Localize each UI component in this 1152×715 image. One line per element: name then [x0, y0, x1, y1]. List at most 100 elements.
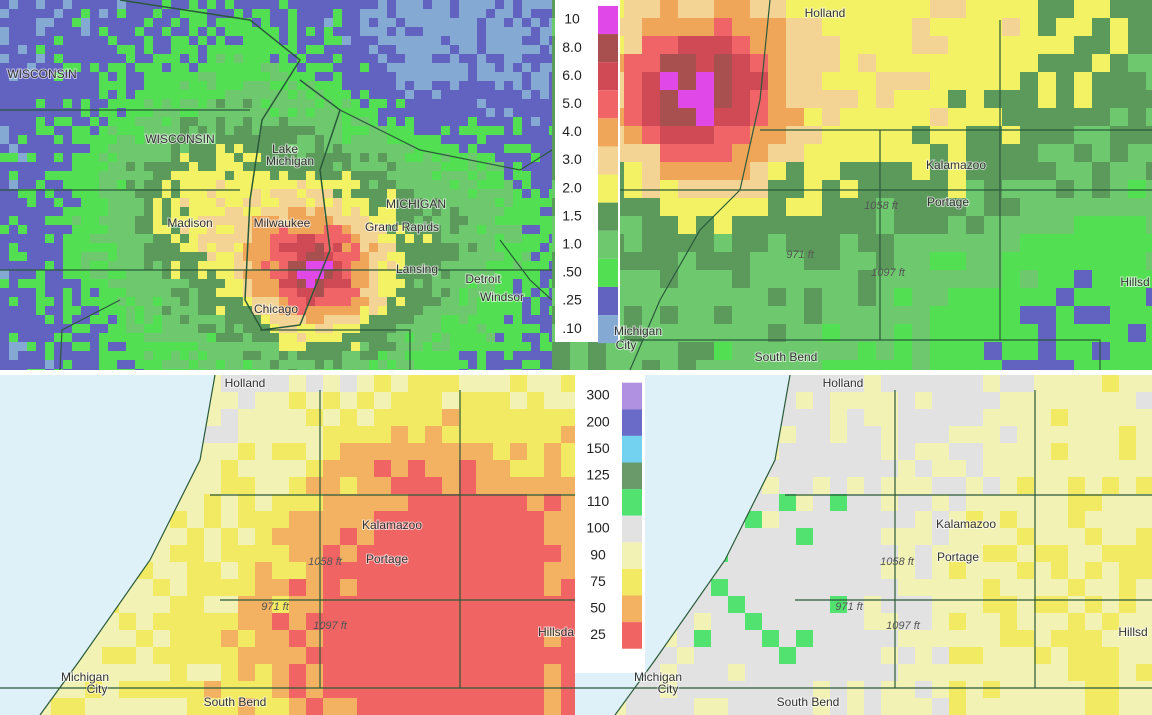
radar-cell	[288, 315, 298, 325]
radar-cell	[315, 72, 325, 82]
radar-cell	[357, 664, 375, 682]
radar-cell	[369, 108, 379, 118]
radar-cell	[1085, 664, 1103, 682]
radar-cell	[252, 45, 262, 55]
radar-cell	[63, 288, 73, 298]
radar-cell	[117, 108, 127, 118]
radar-cell	[340, 409, 358, 427]
radar-cell	[678, 180, 697, 199]
radar-cell	[642, 216, 661, 235]
radar-cell	[864, 562, 882, 580]
radar-cell	[45, 342, 55, 352]
radar-cell	[544, 511, 562, 529]
radar-cell	[894, 324, 913, 343]
radar-cell	[162, 216, 172, 226]
radar-cell	[510, 630, 528, 648]
radar-cell	[414, 36, 424, 46]
radar-cell	[450, 72, 460, 82]
divider	[0, 370, 1152, 375]
radar-cell	[396, 0, 406, 10]
radar-cell	[289, 698, 307, 715]
radar-cell	[351, 99, 361, 109]
radar-cell	[238, 375, 256, 393]
radar-cell	[340, 681, 358, 699]
radar-cell	[468, 324, 478, 334]
radar-cell	[27, 0, 37, 10]
radar-cell	[660, 144, 679, 163]
radar-cell	[513, 306, 523, 316]
radar-cell	[270, 117, 280, 127]
radar-cell	[983, 647, 1001, 665]
radar-cell	[504, 342, 514, 352]
radar-cell	[324, 63, 334, 73]
radar-cell	[450, 81, 460, 91]
radar-cell	[504, 126, 514, 136]
radar-cell	[476, 528, 494, 546]
radar-cell	[374, 392, 392, 410]
radar-cell	[378, 162, 388, 172]
radar-cell	[54, 288, 64, 298]
radar-cell	[1136, 579, 1152, 597]
radar-cell	[881, 460, 899, 478]
radar-cell	[90, 315, 100, 325]
radar-cell	[930, 0, 949, 19]
radar-cell	[1000, 698, 1018, 715]
radar-cell	[396, 153, 406, 163]
radar-cell	[135, 225, 145, 235]
radar-cell	[369, 207, 379, 217]
radar-cell	[198, 108, 208, 118]
radar-cell	[1085, 409, 1103, 427]
radar-cell	[117, 63, 127, 73]
radar-cell	[540, 270, 550, 280]
radar-cell	[225, 135, 235, 145]
radar-cell	[252, 288, 262, 298]
radar-cell	[360, 162, 370, 172]
radar-cell	[255, 630, 273, 648]
radar-cell	[1002, 90, 1021, 109]
radar-cell	[108, 135, 118, 145]
radar-cell	[912, 342, 931, 361]
radar-cell	[549, 360, 552, 370]
radar-cell	[45, 36, 55, 46]
radar-cell	[126, 351, 136, 361]
radar-cell	[847, 562, 865, 580]
radar-cell	[369, 171, 379, 181]
radar-cell	[225, 288, 235, 298]
radar-cell	[360, 234, 370, 244]
radar-cell	[288, 297, 298, 307]
radar-cell	[360, 171, 370, 181]
radar-cell	[396, 72, 406, 82]
radar-cell	[912, 0, 931, 19]
radar-cell	[762, 562, 780, 580]
radar-cell	[198, 189, 208, 199]
radar-cell	[261, 306, 271, 316]
radar-cell	[495, 135, 505, 145]
radar-cell	[234, 171, 244, 181]
radar-cell	[966, 216, 985, 235]
radar-cell	[90, 189, 100, 199]
radar-cell	[306, 392, 324, 410]
radar-cell	[180, 153, 190, 163]
radar-cell	[225, 189, 235, 199]
radar-cell	[948, 90, 967, 109]
radar-cell	[459, 342, 469, 352]
radar-cell	[531, 36, 541, 46]
radar-cell	[898, 477, 916, 495]
radar-cell	[255, 562, 273, 580]
radar-cell	[660, 647, 678, 665]
radar-cell	[189, 117, 199, 127]
radar-cell	[171, 63, 181, 73]
radar-cell	[234, 27, 244, 37]
radar-cell	[1020, 144, 1039, 163]
radar-cell	[493, 545, 511, 563]
radar-cell	[63, 189, 73, 199]
radar-cell	[136, 630, 154, 648]
radar-cell	[732, 360, 751, 370]
radar-cell	[1074, 180, 1093, 199]
radar-cell	[830, 528, 848, 546]
radar-cell	[36, 324, 46, 334]
radar-cell	[279, 252, 289, 262]
radar-cell	[9, 288, 19, 298]
radar-cell	[255, 375, 273, 393]
radar-cell	[333, 153, 343, 163]
